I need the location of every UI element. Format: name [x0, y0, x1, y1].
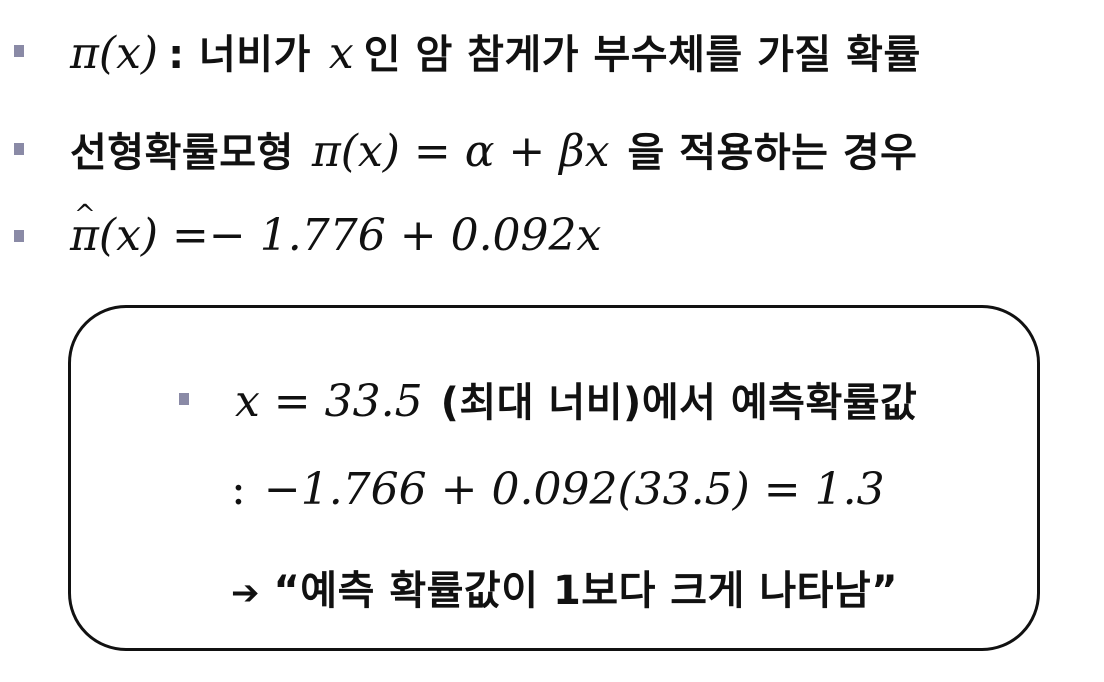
estimate-formula: (x) =− 1.776 + 0.092x: [98, 210, 602, 261]
colon-mark: :: [231, 464, 246, 515]
bullet-square-icon: [179, 393, 189, 405]
box-line-input: x = 33.5 (최대 너비)에서 예측확률값: [179, 370, 917, 428]
pi-hat-symbol: ^ π: [70, 200, 99, 261]
box-line-calculation: : −1.766 + 0.092(33.5) = 1.3: [231, 464, 885, 515]
bullet-square-icon: [14, 143, 24, 155]
hat-accent: ^: [74, 200, 96, 230]
pi-x-formula: π(x): [70, 28, 159, 79]
bullet-line-estimate: ^ π (x) =− 1.776 + 0.092x: [14, 200, 602, 261]
definition-text-b: 인 암 참게가 부수체를 가질 확률: [363, 32, 921, 78]
bullet-line-definition: π(x) : 너비가 x 인 암 참게가 부수체를 가질 확률: [14, 22, 921, 80]
box-description-text: (최대 너비)에서 예측확률값: [440, 380, 918, 426]
bullet-square-icon: [14, 45, 24, 57]
calculation-formula: −1.766 + 0.092(33.5) = 1.3: [263, 464, 885, 515]
model-apply-text: 을 적용하는 경우: [627, 130, 918, 176]
pi-symbol: π: [70, 210, 99, 261]
bullet-line-model: 선형확률모형 π(x) = α + βx 을 적용하는 경우: [14, 120, 917, 178]
definition-text-a: : 너비가: [168, 32, 311, 78]
bullet-square-icon: [14, 229, 24, 242]
conclusion-text: “예측 확률값이 1보다 크게 나타남”: [273, 568, 899, 614]
x-variable: x: [328, 28, 354, 79]
example-callout-box: x = 33.5 (최대 너비)에서 예측확률값 : −1.766 + 0.09…: [68, 305, 1040, 651]
arrow-right-icon: ➔: [231, 573, 260, 613]
x-value-formula: x = 33.5: [235, 376, 423, 427]
model-name-text: 선형확률모형: [70, 130, 294, 176]
linear-model-formula: π(x) = α + βx: [311, 126, 610, 177]
box-line-conclusion: ➔ “예측 확률값이 1보다 크게 나타남”: [231, 558, 898, 616]
